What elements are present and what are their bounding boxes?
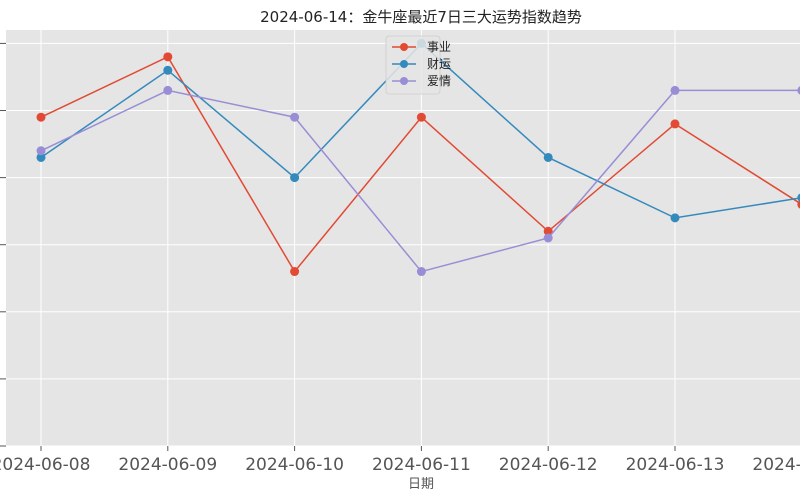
x-tick-label: 2024-06-13	[626, 455, 725, 475]
x-tick-label: 2024-06-14	[752, 455, 800, 475]
data-point	[543, 226, 553, 236]
legend-label: 爱情	[427, 74, 451, 88]
data-point	[416, 112, 426, 122]
x-tick-label: 2024-06-08	[0, 455, 90, 475]
data-point	[797, 200, 800, 209]
data-point	[36, 152, 46, 162]
data-point	[416, 267, 426, 277]
data-point	[290, 173, 300, 183]
series-2	[36, 85, 800, 277]
data-point	[797, 86, 800, 95]
x-tick-labels: 2024-06-08 2024-06-09 2024-06-10 2024-06-11…	[0, 455, 800, 475]
legend-label: 事业	[427, 40, 451, 54]
data-point	[36, 146, 46, 156]
data-point	[543, 152, 553, 162]
chart-title: 2024-06-14：金牛座最近7日三大运势指数趋势	[260, 8, 582, 26]
legend-box	[385, 35, 441, 95]
data-point	[670, 119, 680, 129]
legend-marker	[400, 43, 408, 51]
legend-marker	[400, 60, 408, 68]
gridlines	[0, 30, 800, 451]
data-point	[163, 65, 173, 75]
data-point	[543, 233, 553, 243]
data-point	[797, 193, 800, 202]
data-point	[670, 213, 680, 223]
x-tick-label: 2024-06-12	[499, 455, 598, 475]
x-tick-label: 2024-06-10	[245, 455, 344, 475]
x-tick-label: 2024-06-11	[372, 455, 471, 475]
data-point	[290, 112, 300, 122]
data-point	[290, 267, 300, 277]
legend-label: 财运	[427, 57, 451, 71]
x-axis-label: 日期	[408, 477, 434, 492]
data-point	[163, 52, 173, 62]
legend-marker	[400, 77, 408, 85]
data-point	[670, 85, 680, 95]
series-0	[36, 52, 800, 277]
data-point	[36, 112, 46, 122]
x-tick-label: 2024-06-09	[118, 455, 217, 475]
data-point	[163, 85, 173, 95]
